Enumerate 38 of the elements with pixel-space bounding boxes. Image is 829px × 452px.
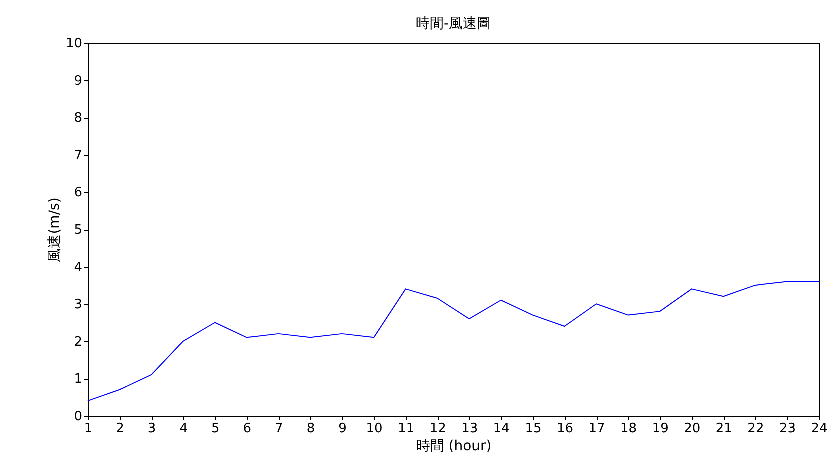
y-tick-label: 0 — [74, 410, 82, 424]
x-tick-label: 22 — [748, 422, 764, 436]
x-tick-label: 20 — [684, 422, 701, 436]
x-tick-label: 10 — [366, 422, 383, 436]
line-series — [88, 281, 820, 402]
y-tick-label: 9 — [74, 74, 82, 89]
x-tick-label: 1 — [84, 422, 93, 436]
x-tick-label: 24 — [811, 422, 828, 436]
x-tick-label: 21 — [716, 422, 732, 436]
x-tick-label: 5 — [211, 422, 220, 436]
x-tick-label: 7 — [275, 422, 284, 436]
x-tick-label: 19 — [652, 422, 669, 436]
y-axis-title: 風速(m/s) — [46, 198, 63, 262]
y-tick-label: 7 — [74, 148, 82, 164]
x-tick-label: 23 — [779, 422, 796, 436]
x-tick-label: 8 — [306, 422, 316, 436]
y-tick-label: 2 — [74, 334, 82, 350]
x-tick-label: 12 — [430, 422, 446, 436]
x-tick-label: 17 — [588, 422, 606, 436]
x-tick-label: 11 — [398, 422, 415, 436]
x-tick-label: 3 — [148, 422, 156, 436]
y-tick-label: 6 — [74, 186, 82, 201]
y-tick-label: 3 — [74, 298, 82, 313]
x-tick-label: 4 — [180, 422, 188, 436]
y-tick-label: 5 — [74, 223, 82, 238]
y-tick-label: 10 — [66, 36, 82, 52]
chart-title: 時間-風速圖 — [416, 16, 492, 32]
y-tick-label: 8 — [74, 111, 82, 126]
y-tick-label: 1 — [74, 372, 82, 388]
x-tick-label: 6 — [243, 422, 252, 436]
x-tick-label: 2 — [116, 422, 124, 436]
x-tick-label: 18 — [620, 422, 638, 436]
x-tick-label: 15 — [525, 422, 542, 436]
x-tick-label: 16 — [556, 422, 574, 436]
x-tick-label: 9 — [338, 422, 347, 436]
y-tick-label: 4 — [74, 260, 82, 276]
x-tick-label: 14 — [493, 422, 510, 436]
x-tick-label: 13 — [462, 422, 478, 436]
